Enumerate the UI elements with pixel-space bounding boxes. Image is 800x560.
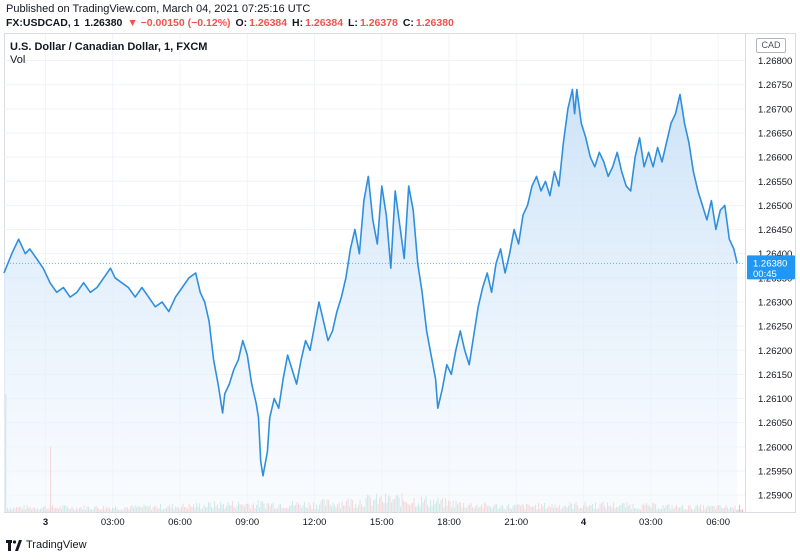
- currency-button[interactable]: CAD: [756, 38, 786, 53]
- volume-bar: [742, 509, 744, 512]
- y-tick-label: 1.26050: [758, 418, 792, 429]
- price-badge-value: 1.26380: [753, 258, 787, 269]
- symbol-label[interactable]: FX:USDCAD, 1: [6, 17, 80, 29]
- x-tick-label: 4: [581, 517, 587, 528]
- y-tick-label: 1.26300: [758, 297, 792, 308]
- last-price: 1.26380: [84, 17, 123, 29]
- y-tick-label: 1.26100: [758, 394, 792, 405]
- tradingview-logo[interactable]: TradingView: [6, 539, 87, 551]
- price-line: [3, 88, 738, 477]
- ohlc-header: FX:USDCAD, 1 1.26380 ▼ −0.00150 (−0.12%)…: [6, 17, 456, 29]
- y-tick-label: 1.25900: [758, 491, 792, 502]
- open-label: O:: [235, 17, 248, 29]
- tradingview-brand: TradingView: [26, 539, 87, 551]
- price-change: ▼ −0.00150 (−0.12%): [127, 17, 231, 29]
- x-tick-label: 06:00: [168, 517, 192, 528]
- open-value: 1.26384: [249, 17, 288, 29]
- y-tick-label: 1.26250: [758, 322, 792, 333]
- volume-label: Vol: [10, 54, 26, 66]
- close-label: C:: [402, 17, 414, 29]
- y-tick-label: 1.26700: [758, 104, 792, 115]
- x-tick-label: 03:00: [101, 517, 125, 528]
- countdown-label: 00:45: [753, 269, 777, 280]
- y-tick-label: 1.26600: [758, 153, 792, 164]
- y-tick-label: 1.26550: [758, 177, 792, 188]
- y-tick-label: 1.26200: [758, 346, 792, 357]
- volume-bar: [740, 509, 742, 512]
- x-tick-label: 12:00: [303, 517, 327, 528]
- x-tick-label: 03:00: [639, 517, 663, 528]
- price-area: [4, 89, 738, 512]
- volume-bar: [739, 504, 741, 512]
- low-value: 1.26378: [359, 17, 398, 29]
- y-tick-label: 1.26500: [758, 201, 792, 212]
- high-value: 1.26384: [305, 17, 344, 29]
- y-tick-label: 1.25950: [758, 466, 792, 477]
- y-tick-label: 1.26450: [758, 225, 792, 236]
- x-tick-label: 15:00: [370, 517, 394, 528]
- x-tick-label: 18:00: [437, 517, 461, 528]
- close-value: 1.26380: [415, 17, 454, 29]
- x-tick-label: 06:00: [706, 517, 730, 528]
- tradingview-icon: [6, 539, 22, 551]
- y-tick-label: 1.26400: [758, 249, 792, 260]
- price-badge: [747, 255, 795, 280]
- y-tick-label: 1.26150: [758, 370, 792, 381]
- y-tick-label: 1.26000: [758, 442, 792, 453]
- y-tick-label: 1.26750: [758, 80, 792, 91]
- published-caption: Published on TradingView.com, March 04, …: [6, 3, 311, 15]
- x-tick-label: 21:00: [504, 517, 528, 528]
- chart-title: U.S. Dollar / Canadian Dollar, 1, FXCM: [10, 41, 208, 53]
- volume-bar: [737, 509, 739, 512]
- x-tick-label: 3: [43, 517, 48, 528]
- y-tick-label: 1.26650: [758, 128, 792, 139]
- x-tick-label: 09:00: [235, 517, 259, 528]
- low-label: L:: [348, 17, 358, 29]
- high-label: H:: [292, 17, 304, 29]
- y-tick-label: 1.26800: [758, 56, 792, 67]
